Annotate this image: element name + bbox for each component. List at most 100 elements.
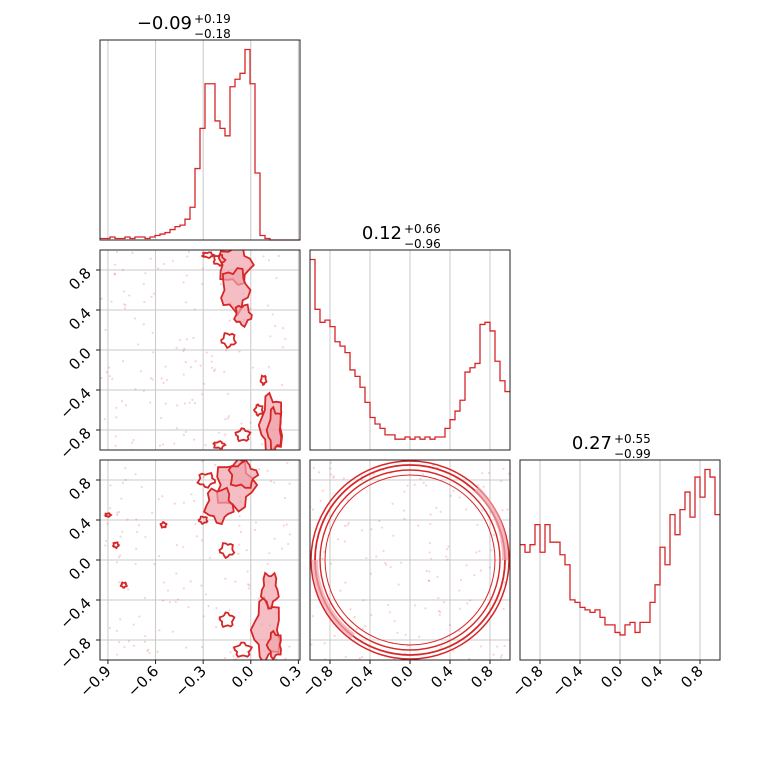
scatter-point xyxy=(173,442,176,445)
scatter-point xyxy=(445,555,448,558)
scatter-point xyxy=(499,656,503,659)
scatter-point xyxy=(176,404,179,407)
scatter-point xyxy=(184,361,187,364)
scatter-point xyxy=(194,360,197,363)
scatter-point xyxy=(332,475,336,478)
scatter-point xyxy=(128,294,131,297)
scatter-point xyxy=(176,598,179,601)
scatter-point xyxy=(124,467,127,470)
scatter-point xyxy=(492,533,496,536)
scatter-point xyxy=(132,623,135,626)
scatter-point xyxy=(487,471,491,475)
scatter-point xyxy=(200,584,203,587)
scatter-point xyxy=(132,644,136,647)
scatter-point xyxy=(266,304,270,307)
x-tick-label: 0.0 xyxy=(387,662,417,692)
scatter-point xyxy=(157,267,160,270)
scatter-point xyxy=(192,499,196,502)
scatter-point xyxy=(392,534,395,537)
scatter-point xyxy=(226,417,230,420)
scatter-point xyxy=(173,502,176,505)
scatter-point xyxy=(191,398,194,401)
scatter-point xyxy=(108,626,112,630)
contour xyxy=(232,641,254,658)
scatter-point xyxy=(437,596,440,600)
scatter-point xyxy=(273,537,276,540)
scatter-point xyxy=(353,616,356,619)
scatter-point xyxy=(144,635,147,638)
scatter-point xyxy=(117,556,121,559)
scatter-point xyxy=(121,269,125,272)
scatter-point xyxy=(210,360,213,363)
scatter-point xyxy=(186,255,189,258)
scatter-point xyxy=(383,561,387,565)
scatter-point xyxy=(164,365,167,368)
scatter-point xyxy=(229,651,232,654)
scatter-point xyxy=(127,588,130,591)
scatter-point xyxy=(160,377,163,380)
y-tick-label: −0.8 xyxy=(56,424,94,462)
scatter-point xyxy=(114,263,117,266)
y-tick-label: −0.4 xyxy=(56,384,94,422)
scatter-point xyxy=(343,540,346,543)
contour xyxy=(197,515,209,526)
scatter-point xyxy=(286,461,289,464)
scatter-point xyxy=(119,535,122,538)
scatter-point xyxy=(312,466,315,469)
scatter-point xyxy=(257,597,260,600)
scatter-point xyxy=(311,508,315,511)
scatter-point xyxy=(418,635,421,638)
scatter-point xyxy=(271,313,274,316)
scatter-point xyxy=(175,346,178,350)
y-tick-label: 0.0 xyxy=(65,344,95,374)
scatter-point xyxy=(185,338,188,341)
y-tick-label: 0.4 xyxy=(65,514,95,544)
scatter-point xyxy=(205,351,208,354)
scatter-point xyxy=(269,480,273,483)
scatter-point xyxy=(213,368,216,371)
x-tick-label: 0.0 xyxy=(597,662,627,692)
scatter-point xyxy=(104,544,107,547)
scatter-point xyxy=(224,656,227,660)
scatter-point xyxy=(115,629,118,632)
scatter-point xyxy=(337,538,340,541)
scatter-point xyxy=(438,613,441,616)
scatter-point xyxy=(161,443,165,446)
panel-frame xyxy=(309,249,511,451)
y-tick-label: 0.8 xyxy=(65,264,95,294)
contour xyxy=(104,512,113,518)
scatter-point xyxy=(223,370,226,373)
scatter-point xyxy=(158,444,162,447)
scatter-point xyxy=(134,388,137,391)
param-title-1: 0.12 xyxy=(362,223,402,244)
scatter-point xyxy=(149,377,153,380)
contour xyxy=(259,571,280,610)
scatter-point xyxy=(123,645,126,649)
scatter-point xyxy=(370,614,373,617)
scatter-point xyxy=(124,307,127,310)
scatter-point xyxy=(246,583,250,586)
scatter-point xyxy=(393,619,396,623)
scatter-point xyxy=(214,626,218,629)
panel-frame xyxy=(99,39,301,241)
scatter-point xyxy=(202,615,205,618)
scatter-point xyxy=(148,652,151,655)
scatter-point xyxy=(153,562,156,566)
scatter-point xyxy=(275,276,278,280)
scatter-point xyxy=(490,549,493,552)
scatter-point xyxy=(267,365,270,368)
scatter-point xyxy=(152,351,155,354)
scatter-point xyxy=(121,530,124,534)
scatter-point xyxy=(160,417,163,420)
scatter-point xyxy=(332,476,335,479)
scatter-point xyxy=(496,645,499,648)
scatter-point xyxy=(473,574,476,577)
scatter-point xyxy=(217,431,220,434)
scatter-point xyxy=(105,371,108,374)
scatter-point xyxy=(127,640,131,643)
scatter-point xyxy=(452,489,455,492)
scatter-point xyxy=(164,402,167,405)
scatter-point xyxy=(266,469,269,472)
scatter-point xyxy=(185,274,189,277)
scatter-point xyxy=(194,523,197,526)
